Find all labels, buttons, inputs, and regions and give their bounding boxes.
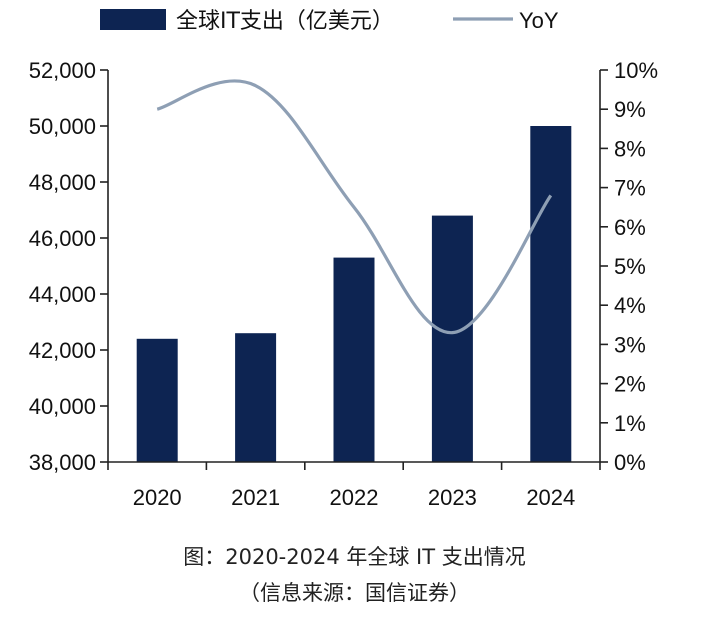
left-tick-label: 42,000 bbox=[29, 338, 96, 363]
right-tick-label: 6% bbox=[614, 215, 646, 240]
left-tick-label: 50,000 bbox=[29, 114, 96, 139]
left-tick-label: 38,000 bbox=[29, 450, 96, 475]
right-tick-label: 9% bbox=[614, 97, 646, 122]
bar-2024 bbox=[530, 126, 572, 462]
left-tick-label: 44,000 bbox=[29, 282, 96, 307]
chart: 全球IT支出（亿美元） YoY 38,000 40,000 42,000 44,000 4… bbox=[29, 8, 658, 510]
left-tick-label: 46,000 bbox=[29, 226, 96, 251]
yoy-line-series bbox=[156, 79, 553, 335]
x-tick-label-2022: 2022 bbox=[330, 485, 379, 510]
bar-2021 bbox=[235, 333, 277, 462]
figure-source: （信息来源：国信证券） bbox=[239, 581, 470, 605]
bar-series bbox=[136, 126, 572, 462]
right-tick-label: 3% bbox=[614, 332, 646, 357]
yoy-line bbox=[156, 79, 553, 335]
legend: 全球IT支出（亿美元） YoY bbox=[100, 8, 559, 34]
right-tick-label: 1% bbox=[614, 411, 646, 436]
left-tick-label: 40,000 bbox=[29, 394, 96, 419]
right-tick-label: 5% bbox=[614, 254, 646, 279]
right-tick-label: 2% bbox=[614, 372, 646, 397]
legend-bar-swatch bbox=[100, 9, 166, 30]
x-tick-label-2023: 2023 bbox=[428, 485, 477, 510]
right-tick-label: 0% bbox=[614, 450, 646, 475]
bar-2022 bbox=[333, 257, 375, 462]
right-tick-label: 8% bbox=[614, 136, 646, 161]
figure-caption: 图：2020-2024 年全球 IT 支出情况 bbox=[183, 545, 526, 569]
x-tick-label-2024: 2024 bbox=[526, 485, 575, 510]
bar-2023 bbox=[431, 215, 473, 462]
left-tick-label: 48,000 bbox=[29, 170, 96, 195]
x-tick-label-2021: 2021 bbox=[231, 485, 280, 510]
right-tick-label: 4% bbox=[614, 293, 646, 318]
bar-2020 bbox=[136, 338, 178, 462]
legend-bar-label: 全球IT支出（亿美元） bbox=[176, 9, 394, 34]
axes: 38,000 40,000 42,000 44,000 46,000 48,000 50,0… bbox=[29, 58, 658, 510]
legend-line-label: YoY bbox=[519, 8, 559, 33]
x-tick-label-2020: 2020 bbox=[133, 485, 182, 510]
left-tick-label: 52,000 bbox=[29, 58, 96, 83]
right-tick-label: 7% bbox=[614, 176, 646, 201]
right-tick-label: 10% bbox=[614, 58, 658, 83]
